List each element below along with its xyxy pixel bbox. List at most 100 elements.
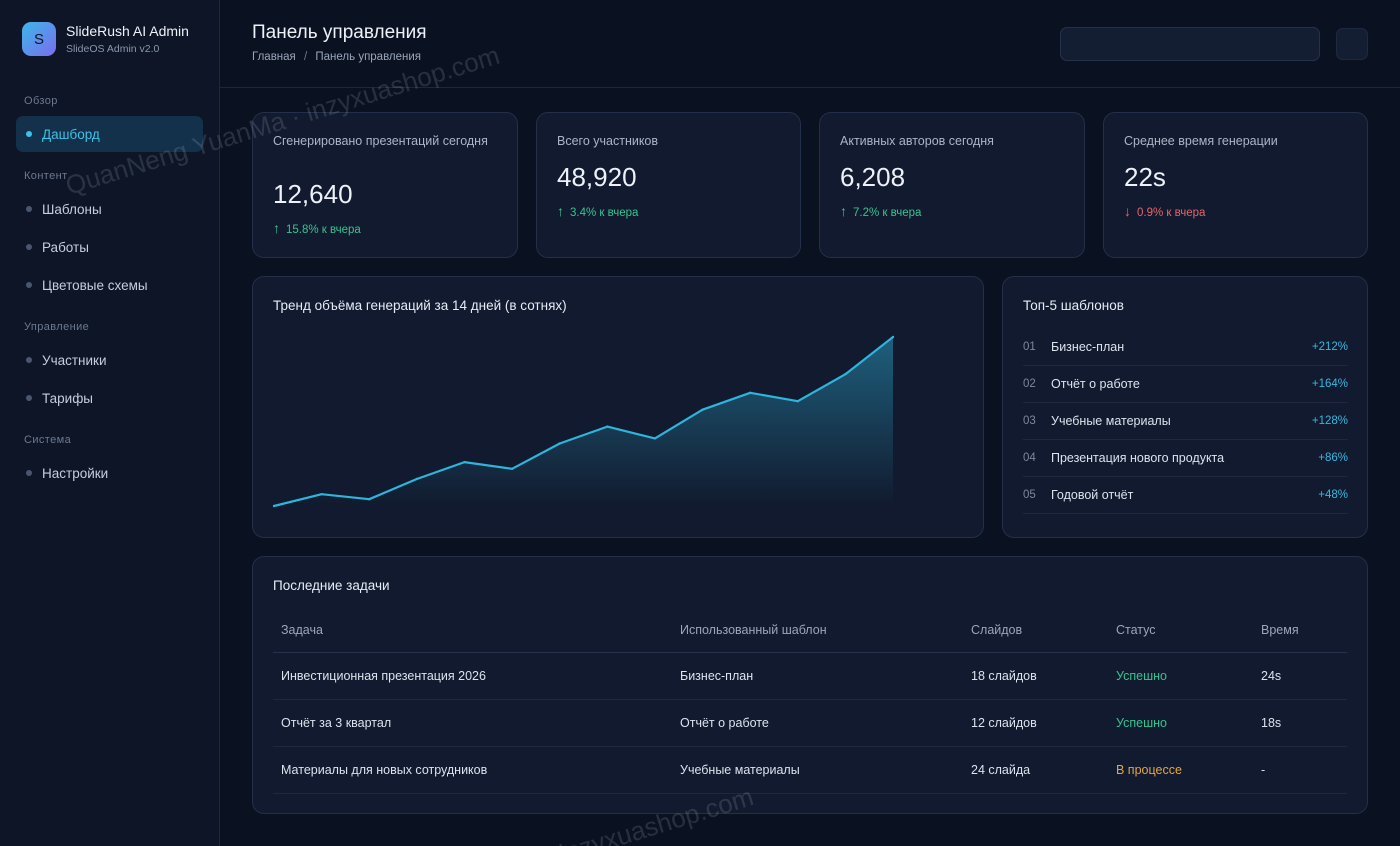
chart-point xyxy=(320,492,323,496)
arrow-down-icon: ↓ xyxy=(1124,203,1131,219)
sidebar-item-color-schemes[interactable]: Цветовые схемы xyxy=(16,267,203,303)
nav-group-system: Система xyxy=(24,434,72,446)
sidebar-item-members[interactable]: Участники xyxy=(16,342,203,378)
dot-icon xyxy=(26,470,32,476)
sidebar-item-plans[interactable]: Тарифы xyxy=(16,380,203,416)
chart-point xyxy=(415,477,419,481)
search-input[interactable] xyxy=(1060,27,1320,61)
table-row[interactable]: Инвестиционная презентация 2026 Бизнес-п… xyxy=(273,652,1347,700)
chart-title: Тренд объёма генераций за 14 дней (в сот… xyxy=(273,298,567,313)
column-header-template[interactable]: Использованный шаблон xyxy=(672,609,963,653)
stat-value: 48,920 xyxy=(557,162,637,192)
breadcrumb-home[interactable]: Главная xyxy=(252,51,296,63)
breadcrumb: Главная / Панель управления xyxy=(252,51,421,63)
list-item[interactable]: 04 Презентация нового продукта +86% xyxy=(1023,440,1348,477)
brand-title: SlideRush AI Admin xyxy=(66,23,189,39)
table-row[interactable]: Материалы для новых сотрудников Учебные … xyxy=(273,746,1347,794)
stat-delta: ↑ 15.8% к вчера xyxy=(273,220,361,236)
stat-delta: ↓ 0.9% к вчера xyxy=(1124,203,1205,219)
task-template: Учебные материалы xyxy=(672,746,963,794)
chart-point xyxy=(368,498,371,501)
list-item[interactable]: 02 Отчёт о работе +164% xyxy=(1023,366,1348,403)
list-item[interactable]: 01 Бизнес-план +212% xyxy=(1023,329,1348,366)
stat-card-presentations: Сгенерировано презентаций сегодня 12,640… xyxy=(252,112,518,258)
task-slides: 24 слайда xyxy=(963,746,1108,794)
dot-icon xyxy=(26,395,32,401)
sidebar-item-label: Настройки xyxy=(42,465,109,481)
chart-area-fill xyxy=(274,337,893,506)
column-header-slides[interactable]: Слайдов xyxy=(963,609,1108,653)
list-item-rank: 02 xyxy=(1023,378,1036,390)
list-item-delta: +48% xyxy=(1318,489,1348,501)
breadcrumb-current: Панель управления xyxy=(315,51,422,63)
chart-point xyxy=(653,437,657,440)
top-templates-card: Топ-5 шаблонов 01 Бизнес-план +212% 02 О… xyxy=(1002,276,1368,538)
sidebar-item-works[interactable]: Работы xyxy=(16,229,203,265)
sidebar-item-label: Работы xyxy=(42,239,89,255)
list-item-delta: +86% xyxy=(1318,452,1348,464)
arrow-up-icon: ↑ xyxy=(557,203,564,219)
tasks-table: Задача Использованный шаблон Слайдов Ста… xyxy=(273,609,1347,794)
sidebar-item-label: Дашборд xyxy=(42,126,100,142)
sidebar-item-settings[interactable]: Настройки xyxy=(16,455,203,491)
stat-card-members: Всего участников 48,920 ↑ 3.4% к вчера xyxy=(536,112,801,258)
column-header-status[interactable]: Статус xyxy=(1108,609,1253,653)
task-template: Бизнес-план xyxy=(672,652,963,700)
list-item[interactable]: 03 Учебные материалы +128% xyxy=(1023,403,1348,440)
nav-group-overview: Обзор xyxy=(24,95,58,107)
top-templates-title: Топ-5 шаблонов xyxy=(1023,298,1124,313)
breadcrumb-separator: / xyxy=(303,51,308,63)
header-action-button[interactable] xyxy=(1336,28,1368,60)
dot-icon xyxy=(26,357,32,363)
task-slides: 12 слайдов xyxy=(963,699,1108,747)
task-slides: 18 слайдов xyxy=(963,652,1108,700)
dot-icon xyxy=(26,282,32,288)
stat-card-active-authors: Активных авторов сегодня 6,208 ↑ 7.2% к в… xyxy=(819,112,1085,258)
stat-label: Сгенерировано презентаций сегодня xyxy=(273,134,488,148)
brand-text: SlideRush AI Admin SlideOS Admin v2.0 xyxy=(66,22,189,56)
list-item-name: Отчёт о работе xyxy=(1051,377,1140,391)
stat-value: 12,640 xyxy=(273,179,353,209)
chart-point xyxy=(463,460,466,464)
sidebar-item-templates[interactable]: Шаблоны xyxy=(16,191,203,227)
page-title: Панель управления xyxy=(252,22,427,43)
list-item-name: Бизнес-план xyxy=(1051,340,1125,354)
recent-tasks-card: Последние задачи Задача Использованный ш… xyxy=(252,556,1368,814)
task-template: Отчёт о работе xyxy=(672,699,963,747)
sidebar-item-dashboard[interactable]: Дашборд xyxy=(16,116,203,152)
sidebar-item-label: Шаблоны xyxy=(42,201,102,217)
stat-delta-text: 15.8% к вчера xyxy=(286,224,361,236)
stat-label: Активных авторов сегодня xyxy=(840,134,994,148)
task-name: Материалы для новых сотрудников xyxy=(273,746,672,794)
dot-icon xyxy=(26,206,32,212)
chart-point xyxy=(796,400,799,403)
stat-delta-text: 7.2% к вчера xyxy=(853,207,922,219)
arrow-up-icon: ↑ xyxy=(273,220,280,236)
chart-point xyxy=(748,391,752,394)
brand-logo: S xyxy=(22,22,56,56)
chart-point xyxy=(606,425,609,428)
sidebar-item-label: Тарифы xyxy=(42,390,94,406)
list-item-name: Учебные материалы xyxy=(1051,414,1171,428)
list-item-rank: 03 xyxy=(1023,415,1036,427)
list-item-delta: +164% xyxy=(1311,378,1348,390)
stat-label: Среднее время генерации xyxy=(1124,134,1278,148)
dot-icon xyxy=(26,131,32,137)
list-item-name: Годовой отчёт xyxy=(1051,488,1134,502)
chart-point xyxy=(510,467,514,471)
list-item-rank: 01 xyxy=(1023,341,1036,353)
stat-card-avg-time: Среднее время генерации 22s ↓ 0.9% к вчер… xyxy=(1103,112,1368,258)
brand[interactable]: S SlideRush AI Admin SlideOS Admin v2.0 xyxy=(22,22,189,56)
stat-delta-text: 3.4% к вчера xyxy=(570,207,639,219)
trend-chart-card: Тренд объёма генераций за 14 дней (в сот… xyxy=(252,276,984,538)
chart-point xyxy=(272,504,276,508)
column-header-task[interactable]: Задача xyxy=(273,609,672,653)
chart-points xyxy=(272,335,895,508)
status-badge: Успешно xyxy=(1108,699,1253,747)
sidebar: S SlideRush AI Admin SlideOS Admin v2.0 … xyxy=(0,0,220,846)
column-header-time[interactable]: Время xyxy=(1253,609,1347,653)
table-row[interactable]: Отчёт за 3 квартал Отчёт о работе 12 сла… xyxy=(273,699,1347,747)
arrow-up-icon: ↑ xyxy=(840,203,847,219)
list-item[interactable]: 05 Годовой отчёт +48% xyxy=(1023,477,1348,514)
